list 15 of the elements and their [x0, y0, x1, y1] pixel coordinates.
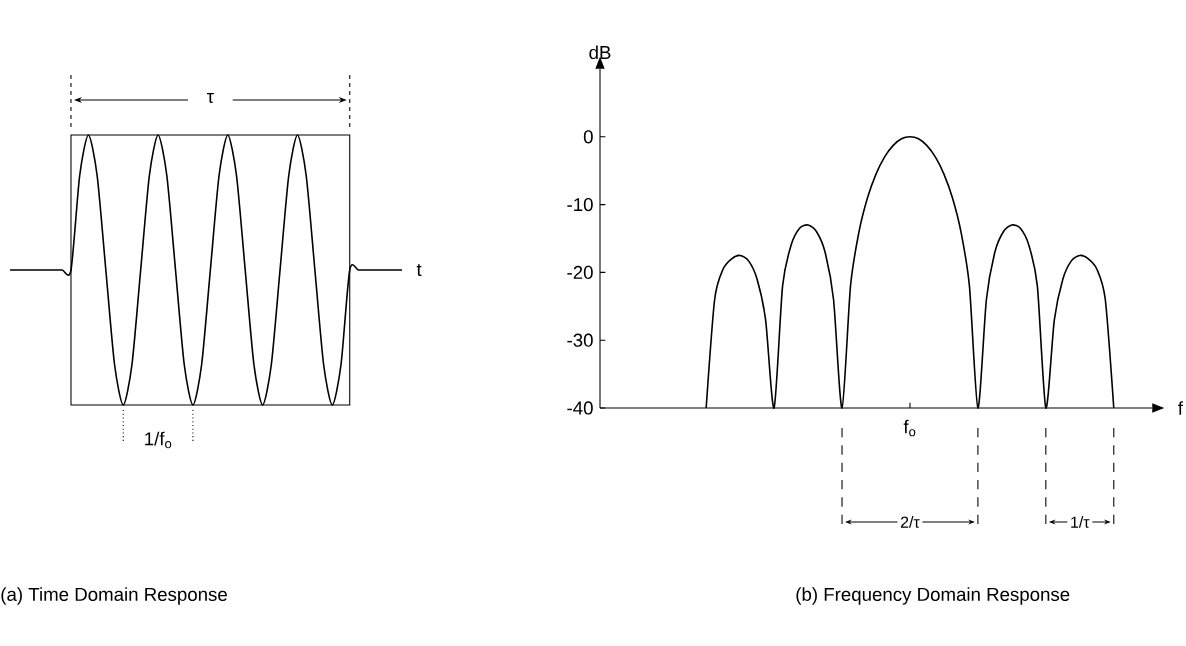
text: 1/τ — [1071, 516, 1090, 528]
x-axis-title: f — [1178, 401, 1184, 415]
x-tick-label: f$_{o}$ — [903, 419, 916, 437]
y-tick-label: -30 — [567, 333, 593, 347]
y-tick-label: -20 — [567, 265, 593, 279]
text: (a) Time Domain Response — [1, 587, 227, 605]
y-tick-label: -40 — [567, 401, 593, 415]
y-axis-title: dB — [589, 45, 611, 60]
text: 2/τ — [900, 516, 920, 528]
y-tick-label: -10 — [567, 197, 593, 212]
text: 1/f$_{o}$ — [145, 431, 172, 449]
text: τ — [206, 92, 214, 104]
text: (b) Frequency Domain Response — [796, 587, 1070, 605]
y-tick-label: 0 — [583, 130, 593, 144]
x-axis-title: t — [416, 263, 422, 277]
